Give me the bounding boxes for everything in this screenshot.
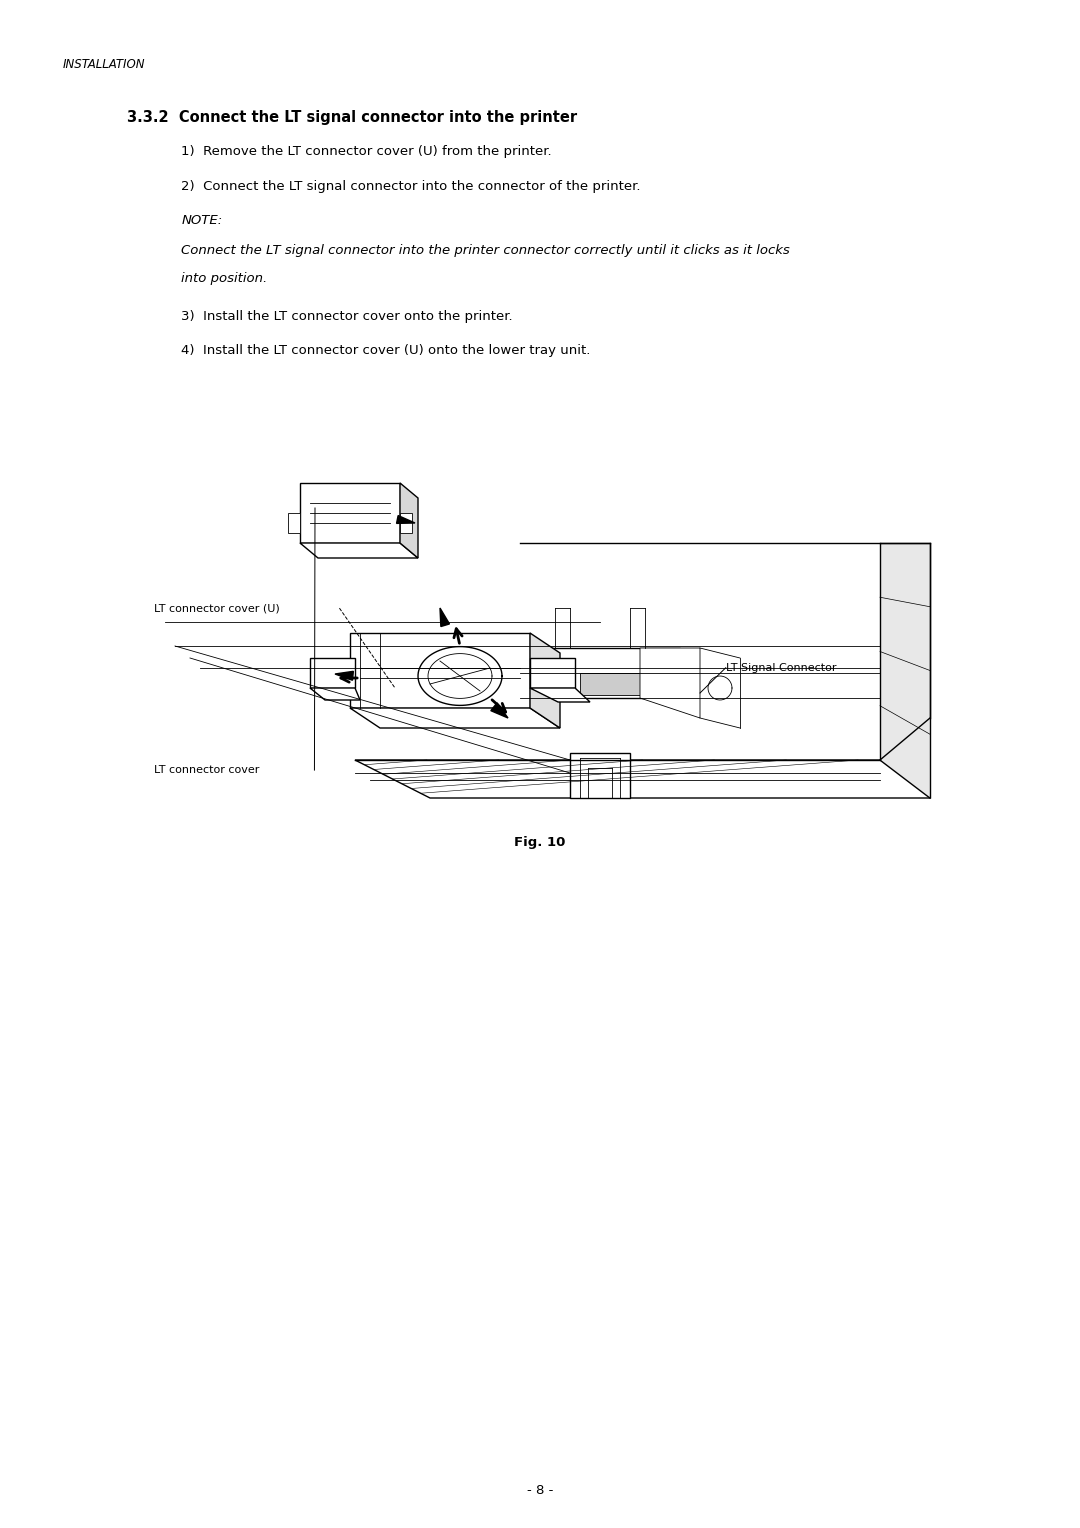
Polygon shape bbox=[490, 703, 508, 718]
Polygon shape bbox=[335, 671, 353, 680]
Text: LT connector cover (U): LT connector cover (U) bbox=[154, 604, 280, 613]
Polygon shape bbox=[400, 513, 411, 533]
Polygon shape bbox=[640, 648, 700, 718]
Text: - 8 -: - 8 - bbox=[527, 1484, 553, 1497]
Polygon shape bbox=[400, 483, 418, 558]
Text: 4)  Install the LT connector cover (U) onto the lower tray unit.: 4) Install the LT connector cover (U) on… bbox=[181, 344, 591, 358]
Polygon shape bbox=[880, 542, 930, 798]
Polygon shape bbox=[396, 515, 415, 524]
Text: INSTALLATION: INSTALLATION bbox=[63, 58, 145, 72]
Polygon shape bbox=[530, 633, 561, 727]
Text: NOTE:: NOTE: bbox=[181, 214, 222, 228]
Text: into position.: into position. bbox=[181, 272, 268, 286]
Polygon shape bbox=[310, 659, 355, 688]
Polygon shape bbox=[418, 646, 502, 706]
Polygon shape bbox=[580, 672, 640, 695]
Polygon shape bbox=[530, 688, 590, 701]
Polygon shape bbox=[300, 542, 418, 558]
Polygon shape bbox=[288, 513, 300, 533]
Text: 3.3.2  Connect the LT signal connector into the printer: 3.3.2 Connect the LT signal connector in… bbox=[127, 110, 578, 125]
Text: Fig. 10: Fig. 10 bbox=[514, 836, 566, 850]
Text: LT Signal Connector: LT Signal Connector bbox=[726, 663, 836, 672]
Polygon shape bbox=[350, 633, 530, 707]
Polygon shape bbox=[355, 759, 930, 798]
Polygon shape bbox=[530, 659, 575, 688]
Text: 3)  Install the LT connector cover onto the printer.: 3) Install the LT connector cover onto t… bbox=[181, 310, 513, 324]
Polygon shape bbox=[570, 753, 630, 798]
Polygon shape bbox=[300, 483, 400, 542]
Polygon shape bbox=[519, 648, 680, 698]
Polygon shape bbox=[440, 608, 449, 626]
Text: LT connector cover: LT connector cover bbox=[154, 766, 260, 775]
Text: 1)  Remove the LT connector cover (U) from the printer.: 1) Remove the LT connector cover (U) fro… bbox=[181, 145, 552, 159]
Text: 2)  Connect the LT signal connector into the connector of the printer.: 2) Connect the LT signal connector into … bbox=[181, 180, 640, 194]
Text: Connect the LT signal connector into the printer connector correctly until it cl: Connect the LT signal connector into the… bbox=[181, 244, 791, 258]
Polygon shape bbox=[310, 688, 360, 700]
Polygon shape bbox=[350, 707, 561, 727]
